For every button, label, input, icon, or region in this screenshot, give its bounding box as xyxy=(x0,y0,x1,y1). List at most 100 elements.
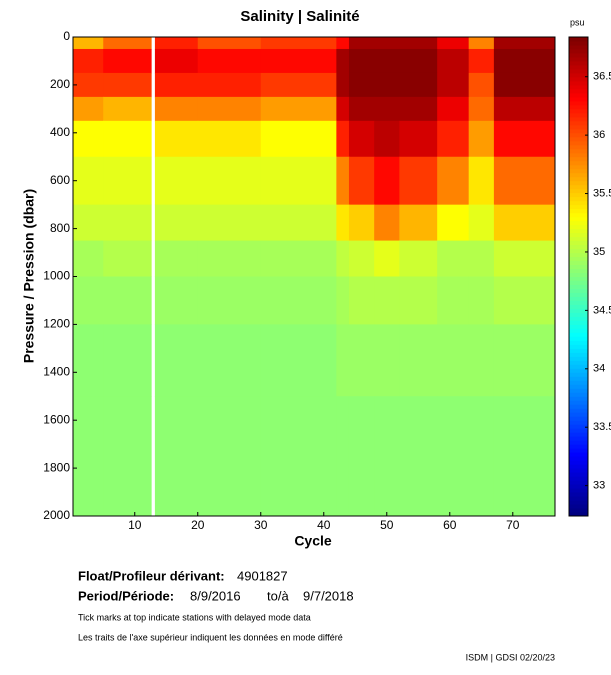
heatmap-cell xyxy=(374,37,400,50)
colorbar-step xyxy=(569,132,588,138)
period-start: 8/9/2016 xyxy=(190,588,241,603)
y-tick-label: 1400 xyxy=(43,364,70,378)
colorbar-step xyxy=(569,156,588,162)
heatmap-cell xyxy=(374,204,400,242)
heatmap-cell xyxy=(197,396,262,517)
colorbar-step xyxy=(569,384,588,389)
heatmap-cell xyxy=(336,48,350,74)
heatmap-cell xyxy=(336,204,350,242)
heatmap-cell xyxy=(103,72,152,98)
colorbar-step xyxy=(569,436,588,441)
heatmap-cell xyxy=(73,72,104,98)
colorbar-step xyxy=(569,376,588,381)
colorbar-step xyxy=(569,80,588,86)
heatmap-cell xyxy=(399,204,438,242)
heatmap-cell xyxy=(103,156,152,206)
colorbar-step xyxy=(569,256,588,262)
colorbar-step xyxy=(569,324,588,329)
heatmap-cell xyxy=(73,240,104,277)
colorbar-step xyxy=(569,64,588,70)
colorbar-tick-label: 35 xyxy=(593,246,605,258)
colorbar-step xyxy=(569,336,588,341)
colorbar-step xyxy=(569,40,588,46)
colorbar-step xyxy=(569,352,588,357)
heatmap-cell xyxy=(493,156,556,206)
heatmap-cell xyxy=(348,324,375,397)
heatmap-cell xyxy=(197,324,262,397)
heatmap-cell xyxy=(437,240,470,277)
colorbar-step xyxy=(569,244,588,250)
colorbar-tick-label: 36 xyxy=(593,129,605,141)
colorbar-step xyxy=(569,504,588,509)
colorbar-tick-label: 35.5 xyxy=(593,187,611,199)
heatmap-cell xyxy=(437,72,470,98)
heatmap-cell xyxy=(73,96,104,122)
heatmap-cell xyxy=(348,37,375,50)
colorbar-step xyxy=(569,480,588,485)
colorbar-step xyxy=(569,208,588,214)
colorbar-step xyxy=(569,220,588,226)
colorbar-step xyxy=(569,432,588,437)
colorbar-tick-label: 33 xyxy=(593,480,605,492)
heatmap-cell xyxy=(336,96,350,122)
heatmap-cell xyxy=(437,204,470,242)
colorbar-step xyxy=(569,148,588,154)
colorbar-step xyxy=(569,300,588,305)
colorbar-step xyxy=(569,268,588,274)
heatmap-cell xyxy=(468,48,495,74)
colorbar-step xyxy=(569,76,588,82)
colorbar-step xyxy=(569,284,588,289)
colorbar-step xyxy=(569,388,588,393)
heatmap-cell xyxy=(260,156,337,206)
heatmap-cell xyxy=(336,37,350,50)
colorbar-step xyxy=(569,440,588,445)
heatmap-cell xyxy=(468,396,495,517)
heatmap-cell xyxy=(336,324,350,397)
heatmap-cell xyxy=(468,72,495,98)
colorbar-step xyxy=(569,308,588,313)
colorbar-step xyxy=(569,264,588,270)
heatmap-cell xyxy=(103,324,152,397)
x-tick-label: 50 xyxy=(380,518,394,532)
heatmap-cell xyxy=(437,276,470,325)
heatmap-cell xyxy=(348,396,375,517)
float-label: Float/Profileur dérivant: xyxy=(78,568,225,583)
colorbar-step xyxy=(569,112,588,118)
heatmap-cell xyxy=(197,204,262,242)
heatmap-cell xyxy=(348,276,375,325)
heatmap-cell xyxy=(260,120,337,158)
colorbar-tick-label: 34 xyxy=(593,363,605,375)
y-tick-label: 800 xyxy=(50,221,70,235)
x-tick-label: 70 xyxy=(506,518,520,532)
colorbar-step xyxy=(569,332,588,337)
colorbar-step xyxy=(569,512,588,517)
heatmap-cell xyxy=(493,72,556,98)
heatmap-cell xyxy=(154,396,199,517)
heatmap-cell xyxy=(493,96,556,122)
heatmap-cell xyxy=(154,72,199,98)
heatmap-cell xyxy=(103,240,152,277)
heatmap-cell xyxy=(348,96,375,122)
colorbar-step xyxy=(569,476,588,481)
colorbar-step xyxy=(569,192,588,198)
heatmap-cell xyxy=(73,396,104,517)
heatmap-cell xyxy=(493,396,556,517)
colorbar-step xyxy=(569,456,588,461)
heatmap-cell xyxy=(374,96,400,122)
heatmap-cell xyxy=(468,324,495,397)
colorbar-step xyxy=(569,444,588,449)
note-en: Tick marks at top indicate stations with… xyxy=(78,612,311,622)
colorbar-step xyxy=(569,500,588,505)
colorbar-step xyxy=(569,176,588,182)
colorbar-step xyxy=(569,52,588,58)
heatmap-cell xyxy=(348,240,375,277)
heatmap-cell xyxy=(73,204,104,242)
heatmap-cell xyxy=(399,72,438,98)
y-tick-label: 600 xyxy=(50,173,70,187)
colorbar-step xyxy=(569,48,588,54)
heatmap-cell xyxy=(437,96,470,122)
y-tick-label: 1800 xyxy=(43,460,70,474)
y-tick-label: 0 xyxy=(63,29,70,43)
colorbar-tick-label: 34.5 xyxy=(593,304,611,316)
heatmap-cell xyxy=(399,240,438,277)
